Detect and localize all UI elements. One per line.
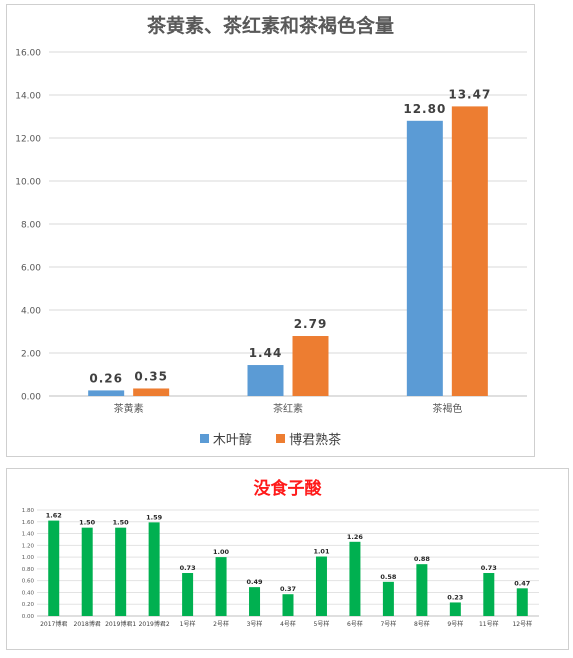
y-tick-label: 1.80	[22, 508, 35, 514]
data-label: 1.62	[46, 512, 62, 520]
bar	[416, 564, 428, 616]
bar	[449, 602, 461, 616]
bar	[81, 527, 93, 616]
data-label: 13.47	[448, 87, 491, 101]
legend-swatch-orange-icon	[276, 434, 286, 443]
x-tick-label: 11号样	[479, 620, 499, 628]
data-label: 0.47	[514, 579, 530, 587]
data-label: 0.58	[380, 573, 397, 581]
data-label: 1.44	[249, 346, 283, 360]
data-label: 1.00	[213, 548, 230, 556]
y-tick-label: 0.00	[22, 614, 35, 620]
bar	[483, 573, 495, 616]
y-tick-label: 14.00	[15, 92, 41, 102]
y-tick-label: 8.00	[21, 221, 41, 231]
y-tick-label: 6.00	[21, 264, 41, 274]
data-label: 1.01	[313, 548, 330, 556]
legend-item-series-1: 木叶醇	[199, 429, 252, 448]
bar	[292, 336, 329, 396]
x-tick-label: 1号样	[180, 620, 196, 628]
bar	[249, 587, 261, 616]
data-label: 0.37	[280, 585, 296, 593]
bar	[349, 541, 361, 616]
bar	[115, 527, 127, 616]
bar	[451, 106, 488, 397]
data-label: 1.59	[146, 513, 163, 521]
x-tick-label: 3号样	[247, 620, 263, 628]
bar	[247, 365, 284, 396]
x-tick-label: 2019博君1	[105, 620, 136, 628]
data-label: 0.88	[414, 555, 431, 563]
chart-title: 茶黄素、茶红素和茶褐色含量	[146, 15, 394, 37]
y-tick-label: 4.00	[21, 307, 41, 317]
chart-panel-pigments: 茶黄素、茶红素和茶褐色含量 0.00 2.00 4.00 6.00 8.00 10.00 1…	[6, 4, 535, 457]
data-label: 0.35	[134, 369, 168, 383]
y-tick-label: 0.40	[22, 590, 35, 596]
chart-legend: 木叶醇 博君熟茶	[7, 429, 534, 448]
data-label: 0.73	[180, 564, 196, 572]
gallic-acid-bar-chart: 0.00 0.20 0.40 0.60 0.80 1.00 1.20 1.40 1.60 1.80…	[22, 508, 539, 628]
x-tick-label: 12号样	[512, 620, 532, 628]
bar	[315, 556, 327, 616]
y-tick-label: 12.00	[15, 135, 41, 145]
data-label: 2.79	[294, 317, 328, 331]
x-tick-label: 5号样	[314, 620, 330, 628]
data-label: 1.26	[347, 533, 364, 541]
bar	[516, 588, 528, 616]
x-tick-label: 7号样	[380, 620, 396, 628]
bar	[48, 520, 60, 616]
data-label: 0.49	[247, 578, 264, 586]
bar	[282, 594, 294, 616]
x-tick-label: 6号样	[347, 620, 363, 628]
data-label: 12.80	[403, 102, 446, 116]
bar	[382, 581, 394, 616]
y-tick-label: 0.20	[22, 602, 35, 608]
x-tick-label: 9号样	[447, 620, 463, 628]
x-tick-label: 2号样	[213, 620, 229, 628]
data-label: 0.23	[447, 593, 463, 601]
bar	[148, 522, 160, 616]
y-tick-label: 1.60	[22, 520, 35, 526]
x-tick-label: 茶褐色	[432, 402, 462, 415]
bar	[133, 388, 170, 396]
data-label: 1.50	[113, 519, 130, 527]
y-tick-label: 2.00	[21, 350, 41, 360]
x-tick-label: 2018博君	[74, 620, 101, 628]
data-label: 0.26	[89, 371, 123, 385]
bar	[182, 573, 194, 616]
x-tick-label: 2017博君	[40, 620, 67, 628]
y-tick-label: 0.60	[22, 579, 35, 585]
chart-panel-gallic-acid: 没食子酸 0.00 0.20 0.40 0.60 0.80 1.00 1.20 1.40 1.6…	[6, 468, 569, 650]
y-tick-label: 10.00	[15, 178, 41, 188]
legend-label: 博君熟茶	[289, 433, 342, 448]
chart-title: 没食子酸	[253, 479, 322, 499]
y-tick-label: 16.00	[15, 49, 41, 59]
y-tick-label: 0.80	[22, 567, 35, 573]
x-tick-label: 2019博君2	[139, 620, 170, 628]
pigment-bar-chart: 0.00 2.00 4.00 6.00 8.00 10.00 12.00 14.00 16.00…	[15, 49, 527, 415]
x-tick-label: 茶红素	[273, 402, 303, 415]
y-tick-label: 1.00	[22, 555, 35, 561]
y-tick-label: 1.40	[22, 532, 35, 538]
y-tick-label: 1.20	[22, 543, 35, 549]
x-tick-label: 8号样	[414, 620, 430, 628]
x-tick-label: 4号样	[280, 620, 296, 628]
bar	[88, 390, 125, 396]
data-label: 1.50	[79, 519, 96, 527]
x-tick-label: 茶黄素	[114, 402, 144, 415]
bar	[406, 120, 443, 397]
data-label: 0.73	[481, 564, 497, 572]
legend-item-series-2: 博君熟茶	[276, 429, 341, 448]
bar	[215, 557, 227, 616]
y-tick-label: 0.00	[21, 393, 41, 403]
legend-swatch-blue-icon	[199, 434, 209, 443]
legend-label: 木叶醇	[212, 433, 252, 448]
